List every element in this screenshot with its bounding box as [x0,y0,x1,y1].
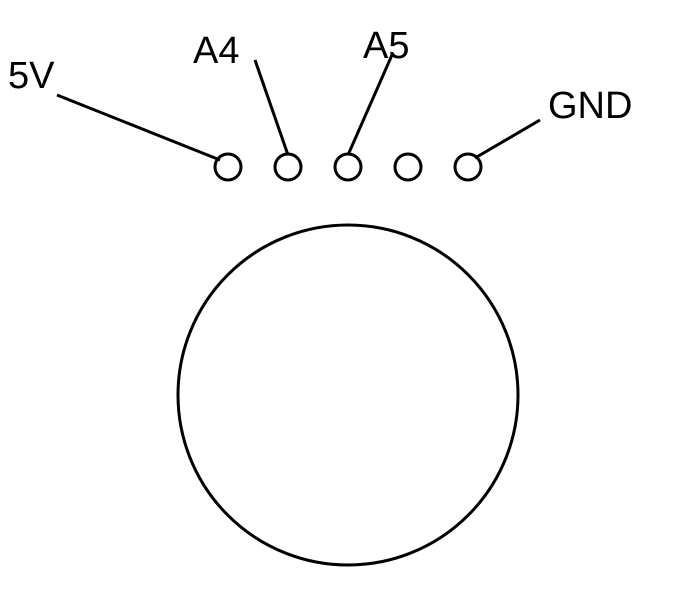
label-a5: A5 [363,25,409,68]
leader-line-gnd [475,120,540,158]
body-circle [178,225,518,565]
label-gnd: GND [548,85,632,128]
pin-5v [215,154,241,180]
label-5v: 5V [8,55,54,98]
leader-line-5v [57,95,220,160]
leader-line-a5 [348,55,392,155]
pin-a4 [275,154,301,180]
pin-gnd [455,154,481,180]
leader-line-a4 [255,60,288,155]
label-a4: A4 [193,30,239,73]
pin-a5 [335,154,361,180]
pin-4 [395,154,421,180]
